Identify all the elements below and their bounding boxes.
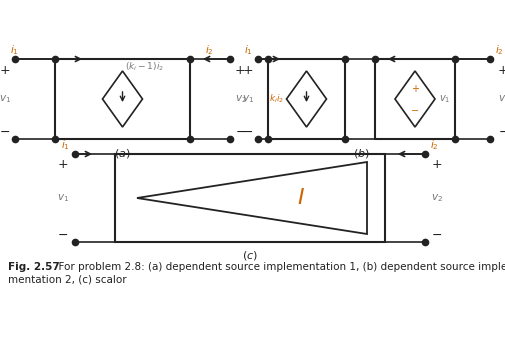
Text: $(k_i - 1)i_2$: $(k_i - 1)i_2$: [125, 61, 164, 73]
Text: $-$: $-$: [410, 104, 419, 114]
Text: +: +: [0, 64, 10, 78]
Bar: [55, 59, 189, 139]
Text: $-$: $-$: [0, 125, 11, 137]
Text: +: +: [431, 158, 441, 171]
Text: For problem 2.8: (a) dependent source implementation 1, (b) dependent source imp: For problem 2.8: (a) dependent source im…: [52, 262, 505, 272]
Text: $i_2$: $i_2$: [494, 43, 503, 57]
Text: $v_2$: $v_2$: [497, 93, 505, 105]
Text: $v_1$: $v_1$: [438, 93, 449, 105]
Text: $i_1$: $i_1$: [61, 138, 70, 152]
Text: $i_2$: $i_2$: [429, 138, 438, 152]
Text: Fig. 2.57: Fig. 2.57: [8, 262, 60, 272]
Text: $v_1$: $v_1$: [241, 93, 254, 105]
Text: $v_2$: $v_2$: [234, 93, 246, 105]
Text: +: +: [242, 64, 253, 78]
Text: +: +: [234, 64, 245, 78]
Text: +: +: [410, 84, 418, 94]
Text: $v_1$: $v_1$: [0, 93, 11, 105]
Text: $k_i i_2$: $k_i i_2$: [269, 93, 284, 105]
Text: mentation 2, (c) scalor: mentation 2, (c) scalor: [8, 274, 126, 284]
Text: $i_2$: $i_2$: [205, 43, 213, 57]
Text: +: +: [58, 158, 68, 171]
Text: $v_1$: $v_1$: [57, 192, 69, 204]
Text: $-$: $-$: [242, 125, 253, 137]
Text: $(a)$: $(a)$: [114, 148, 130, 160]
Text: $-$: $-$: [497, 125, 505, 137]
Text: $-$: $-$: [431, 228, 442, 240]
Text: +: +: [497, 64, 505, 78]
Bar: [268, 59, 344, 139]
Text: $(c)$: $(c)$: [241, 250, 258, 263]
Text: $(b)$: $(b)$: [352, 148, 369, 160]
Text: $-$: $-$: [58, 228, 68, 240]
Text: $v_2$: $v_2$: [430, 192, 442, 204]
Text: $i_1$: $i_1$: [243, 43, 252, 57]
Bar: [374, 59, 454, 139]
Bar: [115, 154, 384, 242]
Text: I: I: [296, 188, 303, 208]
Text: $i_1$: $i_1$: [10, 43, 19, 57]
Text: $-$: $-$: [234, 125, 245, 137]
